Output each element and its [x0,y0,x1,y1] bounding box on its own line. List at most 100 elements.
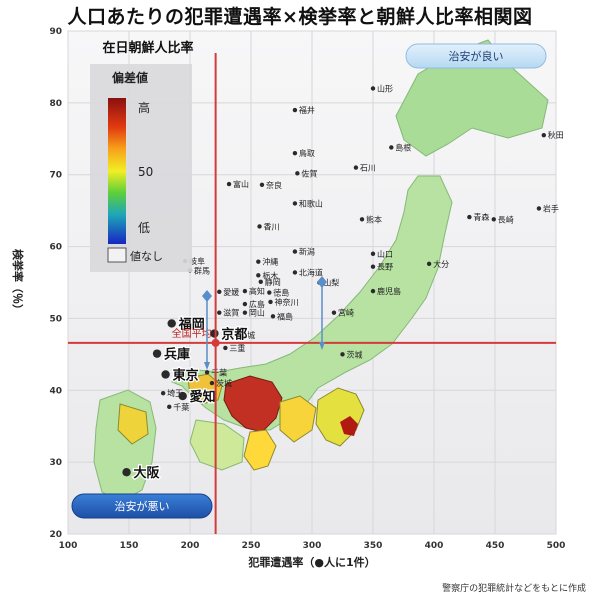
legend-scale-title: 偏差値 [112,70,148,85]
point-label: 埼玉 [167,388,183,398]
point-marker [340,352,345,357]
point-marker [295,171,300,176]
japan-map-illustration [83,39,549,515]
data-point: 大阪 [122,464,162,482]
x-tick-label: 150 [120,541,139,551]
point-marker [226,181,232,187]
point-label: 青森 [473,212,489,222]
data-point: 新潟 [292,247,315,257]
data-point: 長野 [370,263,393,272]
point-label: 鹿児島 [377,286,401,296]
point-label: 富山 [233,179,249,189]
point-label: 石川 [360,164,376,173]
good-quadrant-badge: 治安が良い [405,43,547,69]
data-point: 茨城 [209,378,232,388]
x-tick-label: 350 [364,541,383,551]
point-label: 高知 [249,286,265,296]
point-label: 広島 [249,299,265,309]
data-point: 富山 [226,179,249,189]
point-label: 福岡 [178,316,205,332]
data-point: 岡山 [242,308,265,318]
data-point: 香川 [257,221,280,231]
data-point: 福岡 [167,315,206,334]
point-label: 熊本 [366,214,382,224]
arrow-annotations [202,276,327,370]
data-point: 長崎 [491,214,514,224]
point-marker [178,391,187,401]
point-label: 滋賀 [223,308,239,318]
point-label: 栃木 [262,270,278,280]
y-axis-label: 検挙率（％） [11,249,25,315]
data-point: 愛媛 [217,287,239,297]
point-marker [259,182,265,187]
point-label: 沖縄 [262,257,278,267]
legend-panel: 在日朝鮮人比率 偏差値 高 50 低 値なし [90,40,194,272]
point-marker [242,288,248,294]
data-point: 福島 [270,311,293,321]
data-point: 岩手 [536,203,559,213]
data-point: 佐賀 [295,168,317,178]
x-tick-label: 500 [547,541,566,551]
point-label: 秋田 [548,130,564,140]
source-note: 警察庁の犯罪統計などをもとに作成 [442,584,586,594]
point-marker [353,165,359,170]
point-marker [242,310,248,315]
data-point: 北海道 [292,267,323,277]
point-marker [292,270,298,275]
x-tick-label: 100 [59,541,78,551]
kinki-highlight [223,375,283,433]
point-label: 愛知 [190,389,216,405]
point-marker [122,468,131,477]
point-marker [370,264,376,269]
point-marker [359,217,365,222]
point-label: 三重 [229,343,245,353]
point-marker [370,251,376,256]
data-point: 石川 [353,164,376,173]
data-point: 福井 [292,105,315,115]
data-point: 三重 [223,343,245,353]
point-label: 北海道 [299,267,323,277]
point-marker [541,132,546,138]
data-point: 熊本 [359,214,382,224]
point-label: 神奈川 [275,297,299,307]
point-label: 島根 [395,142,411,152]
point-label: 静岡 [265,277,281,287]
point-marker [223,345,228,351]
data-point: 山形 [370,83,393,93]
data-point: 茨城 [340,349,363,359]
point-marker [292,201,298,206]
data-point: 大分 [426,259,449,269]
legend-high-label: 高 [138,100,150,115]
point-marker [370,288,376,294]
point-label: 山口 [377,249,393,259]
point-label: 愛媛 [223,287,239,297]
y-tick-label: 50 [49,314,62,324]
y-tick-label: 40 [49,386,62,396]
data-point: 宮崎 [331,308,354,318]
point-marker [232,332,238,338]
point-label: 大阪 [134,465,161,481]
point-label: 鳥取 [299,148,315,158]
point-marker [256,259,261,264]
data-point: 青森 [467,212,489,222]
national-average-point [211,338,220,347]
data-point: 千葉 [167,402,189,412]
x-tick-label: 250 [242,541,261,551]
y-tick-label: 80 [49,99,62,109]
point-marker [152,349,162,358]
point-label: 岐阜 [189,256,205,266]
x-tick-label: 400 [425,541,444,551]
good-quadrant-label: 治安が良い [449,49,504,63]
data-point: 愛知 [178,388,217,406]
data-point: 静岡 [258,277,281,287]
point-label: 茨城 [216,378,232,388]
point-marker [370,86,376,91]
point-label: 佐賀 [301,168,317,178]
point-label: 徳島 [273,288,289,298]
point-marker [331,310,337,315]
legend-mid-label: 50 [138,165,153,179]
y-tick-label: 70 [49,171,62,181]
point-marker [242,301,248,307]
point-label: 京都 [221,327,247,343]
